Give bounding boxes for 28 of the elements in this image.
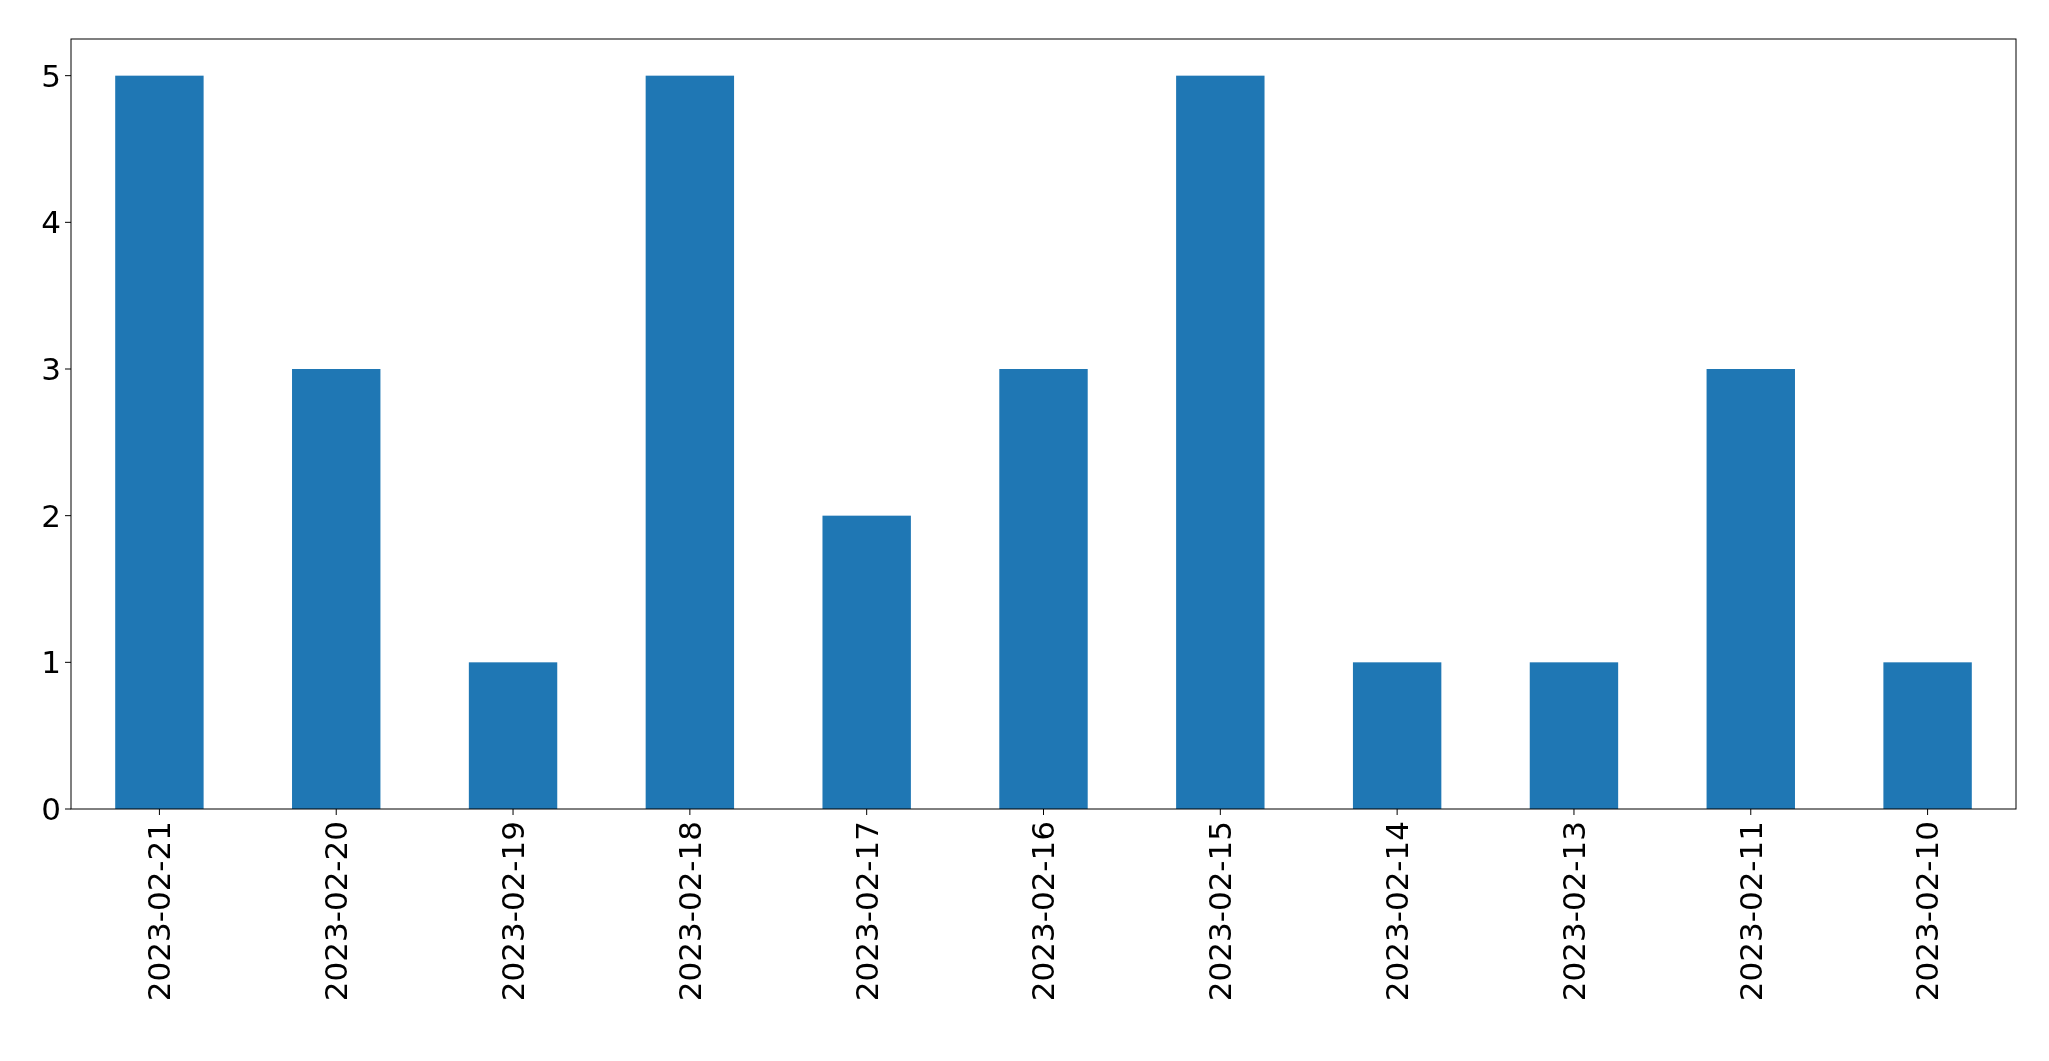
x-tick-label: 2023-02-11 <box>1732 821 1769 1002</box>
x-tick-label: 2023-02-19 <box>494 821 531 1002</box>
y-tick-label: 0 <box>41 790 61 827</box>
y-tick-label: 2 <box>41 497 61 534</box>
y-tick-label: 4 <box>41 204 61 241</box>
x-tick-label: 2023-02-20 <box>318 821 355 1002</box>
bar <box>1529 662 1619 809</box>
bar <box>822 515 911 809</box>
bar <box>1352 662 1442 809</box>
bar <box>115 75 204 809</box>
bar <box>1883 662 1972 809</box>
bar <box>645 75 735 809</box>
x-tick-label: 2023-02-17 <box>848 821 885 1002</box>
bar <box>468 662 558 809</box>
y-tick-label: 1 <box>41 644 61 681</box>
bar <box>1176 75 1265 809</box>
bar <box>999 369 1088 809</box>
x-tick-label: 2023-02-21 <box>141 821 178 1002</box>
y-tick-label: 5 <box>41 57 61 94</box>
x-tick-label: 2023-02-10 <box>1909 821 1946 1002</box>
x-tick-label: 2023-02-16 <box>1025 821 1062 1002</box>
bar <box>1706 369 1795 809</box>
x-tick-label: 2023-02-15 <box>1202 821 1239 1002</box>
y-tick-label: 3 <box>41 350 61 387</box>
x-tick-label: 2023-02-13 <box>1555 821 1592 1002</box>
x-tick-label: 2023-02-18 <box>671 821 708 1002</box>
bar <box>292 369 381 809</box>
x-tick-label: 2023-02-14 <box>1378 821 1415 1002</box>
